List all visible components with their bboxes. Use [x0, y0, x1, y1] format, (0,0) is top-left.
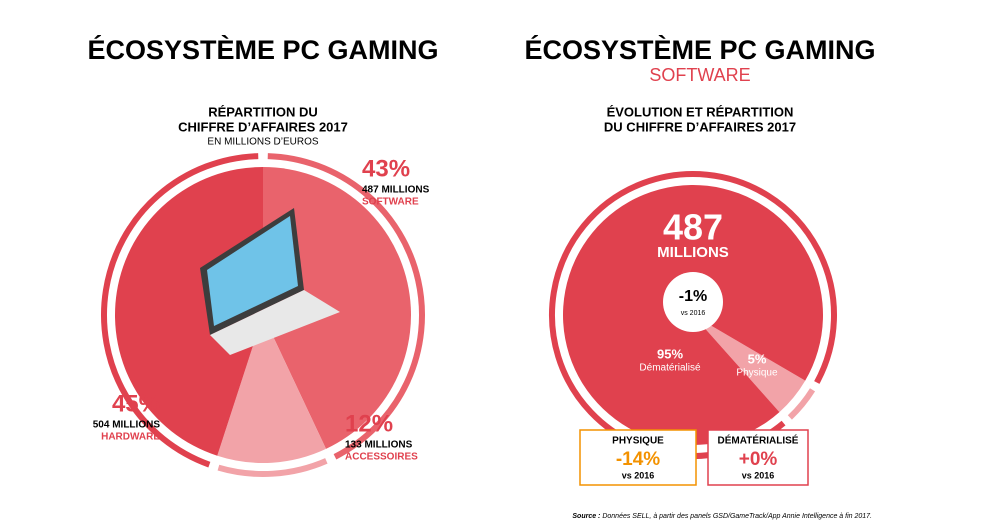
total: 487	[663, 207, 723, 248]
value-label: 43%	[362, 155, 410, 182]
category-label: SOFTWARE	[362, 197, 419, 208]
category-label: Physique	[736, 368, 778, 379]
ring-arc	[101, 153, 259, 468]
subtitle: SOFTWARE	[649, 65, 750, 85]
title: ÉCOSYSTÈME PC GAMING	[524, 34, 875, 65]
change-note: vs 2016	[681, 310, 706, 317]
ring-arc	[787, 388, 816, 420]
heading: RÉPARTITION DU	[208, 104, 318, 119]
source: Source : Données SELL, à partir des pane…	[572, 513, 872, 520]
laptop-display	[207, 216, 298, 326]
box	[579, 429, 697, 486]
unit-note: EN MILLIONS D’EUROS	[207, 137, 318, 148]
box-value: +0%	[739, 449, 778, 470]
source-text: Données SELL, à partir des panels GSD/Ga…	[602, 513, 872, 520]
heading: DU CHIFFRE D’AFFAIRES 2017	[604, 119, 796, 134]
change: -1%	[679, 288, 707, 305]
category-label: ACCESSOIRES	[345, 452, 418, 463]
laptop-keyboard	[210, 290, 340, 355]
value-label: 12%	[345, 410, 393, 437]
total-unit: MILLIONS	[657, 244, 729, 261]
slice	[114, 167, 263, 456]
category-label: HARDWARE	[101, 432, 160, 443]
amount-label: 504 MILLIONS	[93, 420, 161, 431]
source-label: Source :	[572, 513, 600, 520]
center-circle	[663, 272, 723, 332]
slice	[217, 315, 327, 463]
box-note: vs 2016	[622, 470, 655, 480]
ring-arc	[217, 458, 328, 477]
value-label: 5%	[748, 351, 767, 366]
box-note: vs 2016	[742, 470, 775, 480]
box-label: DÉMATÉRIALISÉ	[718, 434, 799, 447]
heading: CHIFFRE D’AFFAIRES 2017	[178, 119, 348, 134]
value-label: 45%	[112, 390, 160, 417]
ring-arc	[267, 153, 425, 460]
box-label: PHYSIQUE	[612, 436, 664, 447]
box	[707, 429, 809, 486]
slice	[693, 315, 806, 413]
heading: ÉVOLUTION ET RÉPARTITION	[607, 104, 794, 119]
box-value: -14%	[616, 449, 660, 470]
title: ÉCOSYSTÈME PC GAMING	[87, 34, 438, 65]
category-label: Dématérialisé	[639, 363, 701, 374]
amount-label: 487 MILLIONS	[362, 185, 430, 196]
slice	[263, 167, 412, 449]
amount-label: 133 MILLIONS	[345, 440, 413, 451]
value-label: 95%	[657, 346, 683, 361]
